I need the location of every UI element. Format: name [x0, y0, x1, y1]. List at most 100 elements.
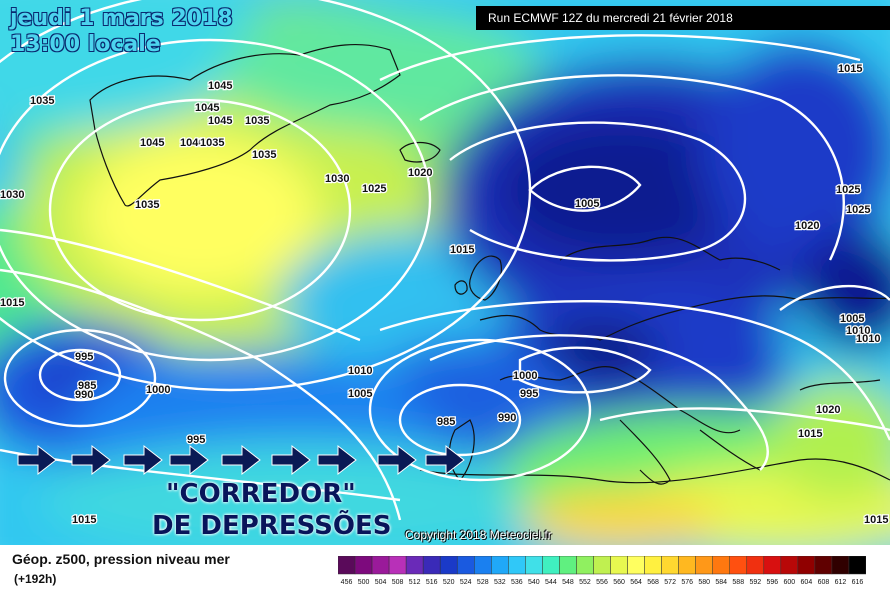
legend-swatch	[695, 556, 713, 575]
legend-value: 504	[375, 579, 387, 586]
pressure-label: 1045	[208, 80, 232, 92]
corridor-arrow	[17, 444, 57, 476]
legend-swatch	[354, 556, 373, 575]
forecast-range: (+192h)	[14, 572, 57, 586]
pressure-label: 1035	[30, 95, 54, 107]
pressure-label: 1040	[180, 137, 204, 149]
pressure-label: 1005	[575, 198, 599, 210]
legend-swatch	[338, 556, 356, 575]
pressure-label: 1025	[362, 183, 386, 195]
pressure-label: 1025	[836, 184, 860, 196]
legend-value: 524	[460, 579, 472, 586]
pressure-label: 1045	[195, 102, 219, 114]
legend-swatch	[831, 556, 850, 575]
pressure-label: 1015	[72, 514, 96, 526]
pressure-label: 990	[498, 412, 516, 424]
legend-value: 552	[579, 579, 591, 586]
legend-value: 592	[749, 579, 761, 586]
legend-value: 604	[801, 579, 813, 586]
pressure-label: 1035	[200, 137, 224, 149]
legend-value: 556	[596, 579, 608, 586]
run-info: Run ECMWF 12Z du mercredi 21 février 201…	[476, 6, 890, 30]
coastlines	[89, 43, 890, 485]
legend-swatch	[456, 556, 475, 575]
legend-swatch	[491, 556, 509, 575]
legend-swatch	[678, 556, 696, 575]
legend-swatch	[593, 556, 611, 575]
legend-swatch	[508, 556, 526, 575]
pressure-label: 1020	[408, 167, 432, 179]
legend-value: 608	[818, 579, 830, 586]
pressure-label: 1015	[798, 428, 822, 440]
pressure-label: 1045	[208, 115, 232, 127]
pressure-label: 1010	[846, 325, 870, 337]
pressure-label: 985	[78, 380, 96, 392]
depression-corridor-arrows	[17, 444, 465, 476]
legend-value: 500	[358, 579, 370, 586]
field-title: Géop. z500, pression niveau mer	[12, 551, 230, 567]
legend-swatch	[797, 556, 816, 575]
corridor-arrow	[169, 444, 209, 476]
legend-value: 588	[732, 579, 744, 586]
legend-swatch	[780, 556, 799, 575]
legend-value: 568	[647, 579, 659, 586]
pressure-label: 1045	[140, 137, 164, 149]
pressure-label: 1020	[795, 220, 819, 232]
legend-value: 616	[852, 579, 864, 586]
legend-value: 548	[562, 579, 574, 586]
pressure-label: 1025	[846, 204, 870, 216]
pressure-label: 1015	[838, 63, 862, 75]
geopotential-field	[0, 0, 890, 545]
legend-swatch	[763, 556, 782, 575]
legend-value: 600	[784, 579, 796, 586]
legend-value: 572	[664, 579, 676, 586]
corridor-arrow	[271, 444, 311, 476]
pressure-label: 1015	[0, 297, 24, 309]
legend-value: 508	[392, 579, 404, 586]
legend-value: 456	[341, 579, 353, 586]
corridor-arrow	[425, 444, 465, 476]
pressure-label: 1035	[135, 199, 159, 211]
corridor-arrow	[317, 444, 357, 476]
legend-swatch	[371, 556, 390, 575]
corridor-arrow	[221, 444, 261, 476]
legend-value: 540	[528, 579, 540, 586]
legend-value: 596	[766, 579, 778, 586]
color-scale-legend: 456 500 504 508 512 516 520 524 528 532 536 540 544 5…	[338, 556, 866, 586]
pressure-label: 1030	[0, 189, 24, 201]
corridor-arrow	[123, 444, 163, 476]
pressure-label: 1015	[864, 514, 888, 526]
pressure-label: 995	[187, 434, 205, 446]
legend-value: 560	[613, 579, 625, 586]
legend-swatch	[439, 556, 458, 575]
legend-value: 576	[681, 579, 693, 586]
copyright: Copyright 2018 Meteociel.fr	[405, 528, 552, 542]
legend-swatch	[576, 556, 594, 575]
legend-value: 520	[443, 579, 455, 586]
legend-swatch	[746, 556, 765, 575]
legend-value: 532	[494, 579, 506, 586]
legend-swatch	[559, 556, 577, 575]
legend-value: 564	[630, 579, 642, 586]
date-line: jeudi 1 mars 2018	[10, 6, 233, 31]
corridor-label-line1: "CORREDOR"	[166, 479, 356, 509]
pressure-label: 1000	[513, 370, 537, 382]
legend-swatch	[405, 556, 424, 575]
legend-value: 536	[511, 579, 523, 586]
forecast-date: jeudi 1 mars 2018 13:00 locale	[10, 6, 233, 58]
legend-swatch	[814, 556, 833, 575]
pressure-label: 1005	[348, 388, 372, 400]
corridor-label-line2: DE DEPRESSÕES	[152, 511, 392, 541]
pressure-label: 985	[437, 416, 455, 428]
pressure-label: 1000	[146, 384, 170, 396]
legend-swatch	[627, 556, 645, 575]
pressure-label: 1005	[840, 313, 864, 325]
pressure-label: 1020	[816, 404, 840, 416]
legend-swatch	[644, 556, 662, 575]
legend-swatch	[474, 556, 492, 575]
legend-value: 528	[477, 579, 489, 586]
legend-swatch	[712, 556, 730, 575]
legend-swatch	[848, 556, 866, 575]
pressure-label: 1035	[245, 115, 269, 127]
